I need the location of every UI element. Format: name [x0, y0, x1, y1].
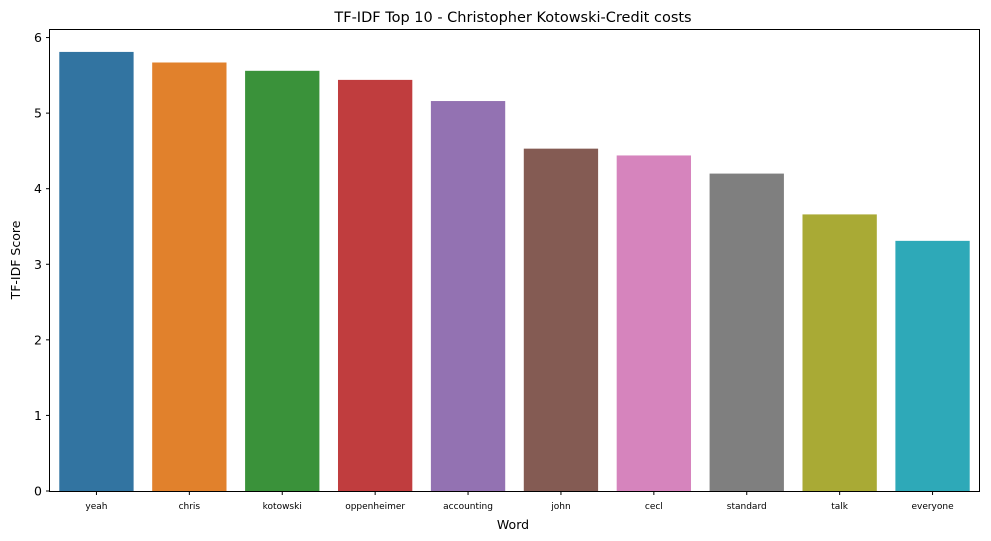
- y-tick-label: 0: [34, 484, 42, 499]
- x-tick-label: cecl: [645, 502, 663, 512]
- x-tick-label: standard: [727, 502, 767, 512]
- y-tick-label: 2: [34, 332, 42, 347]
- bar-talk: [802, 214, 877, 491]
- y-tick-label: 1: [34, 408, 42, 423]
- bar-cecl: [616, 155, 692, 491]
- bar-yeah: [59, 51, 134, 492]
- plot-frame: [49, 29, 980, 492]
- x-tick-label: chris: [179, 502, 201, 512]
- x-tick-label: kotowski: [263, 502, 302, 512]
- bar-standard: [709, 173, 784, 492]
- x-tick-label: yeah: [85, 502, 107, 512]
- bar-john: [523, 148, 599, 491]
- y-axis-ticks: 0 1 2 3 4 5 6: [34, 30, 50, 499]
- y-tick-label: 4: [34, 181, 42, 196]
- y-tick-label: 5: [34, 106, 42, 121]
- x-tick-label: talk: [831, 502, 849, 512]
- x-tick-label: oppenheimer: [345, 502, 405, 512]
- chart-title: TF-IDF Top 10 - Christopher Kotowski-Cre…: [333, 10, 691, 26]
- x-tick-label: everyone: [911, 502, 954, 512]
- x-tick-label: accounting: [443, 502, 493, 512]
- bar-oppenheimer: [337, 79, 413, 491]
- x-axis-ticks: yeah chris kotowski oppenheimer accounting jo…: [85, 491, 954, 512]
- bar-accounting: [430, 101, 506, 492]
- bars-group: [59, 51, 970, 492]
- x-tick-label: john: [550, 502, 570, 512]
- y-tick-label: 6: [34, 30, 42, 45]
- y-tick-label: 3: [34, 257, 42, 272]
- bar-chris: [152, 62, 227, 491]
- x-axis-label: Word: [497, 517, 529, 532]
- bar-everyone: [895, 240, 970, 491]
- bar-kotowski: [245, 70, 320, 491]
- y-axis-label: TF-IDF Score: [8, 220, 23, 300]
